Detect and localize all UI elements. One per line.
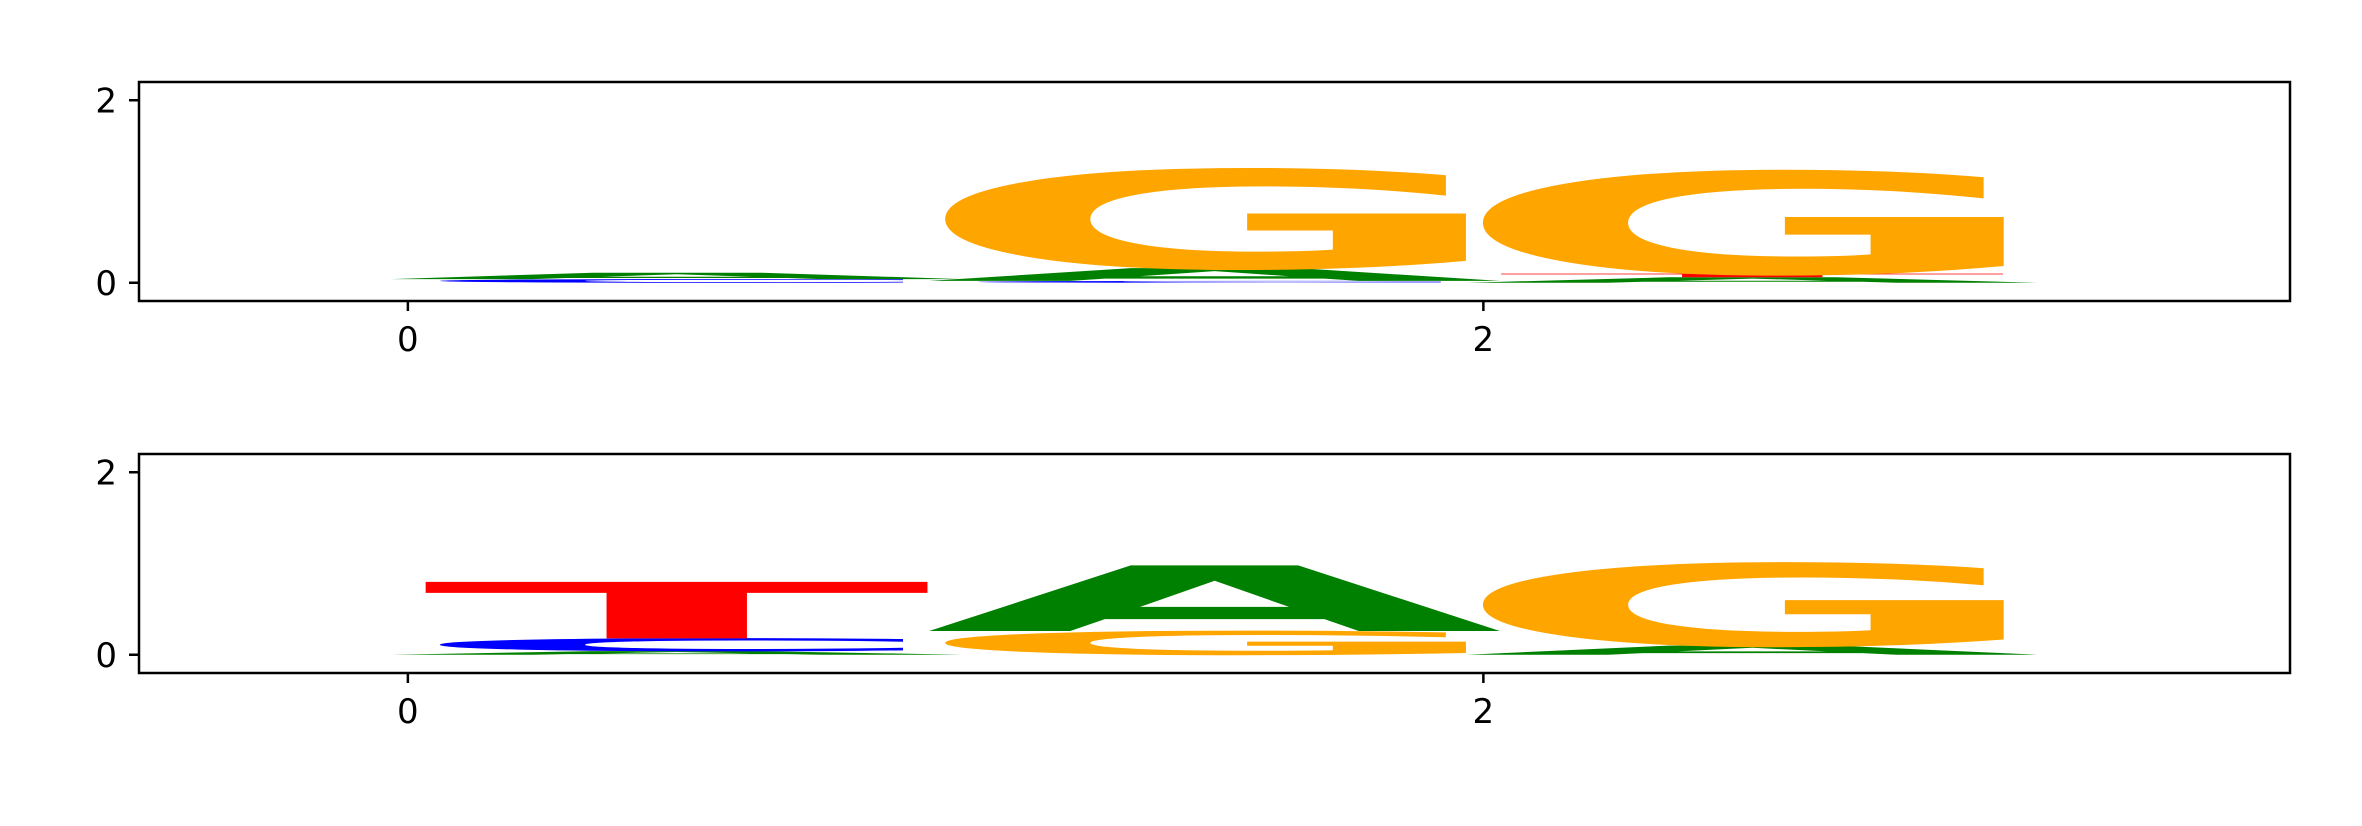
logo-letter-a: A — [925, 548, 1508, 653]
logo-letter-g: G — [908, 625, 1521, 663]
y-tick-label: 0 — [95, 636, 117, 676]
x-tick-label: 0 — [397, 320, 419, 360]
y-tick-label: 2 — [95, 453, 117, 493]
logo-letter-t: T — [1498, 273, 2011, 279]
logo-letter-a: A — [1463, 643, 2046, 658]
logo-letter-a: A — [925, 265, 1508, 285]
logo-letter-a: A — [388, 650, 971, 656]
axes-frame — [137, 452, 2292, 675]
logo-letter-g: G — [1446, 541, 2059, 672]
y-tick-label: 0 — [95, 264, 117, 304]
logo-letter-c: C — [940, 280, 1488, 283]
logo-letter-a: A — [388, 271, 971, 281]
logo-letter-g: G — [908, 143, 1521, 300]
y-tick-label: 2 — [95, 81, 117, 121]
logo-letter-c: C — [403, 635, 951, 655]
x-tick-label: 2 — [1473, 692, 1495, 732]
logo-letter-c: C — [403, 278, 951, 284]
logo-letter-g: G — [1446, 144, 2059, 307]
logo-letter-t: T — [422, 567, 935, 657]
logo-letter-a: A — [1463, 276, 2046, 285]
axes-frame — [137, 80, 2292, 303]
x-tick-label: 2 — [1473, 320, 1495, 360]
x-tick-label: 0 — [397, 692, 419, 732]
